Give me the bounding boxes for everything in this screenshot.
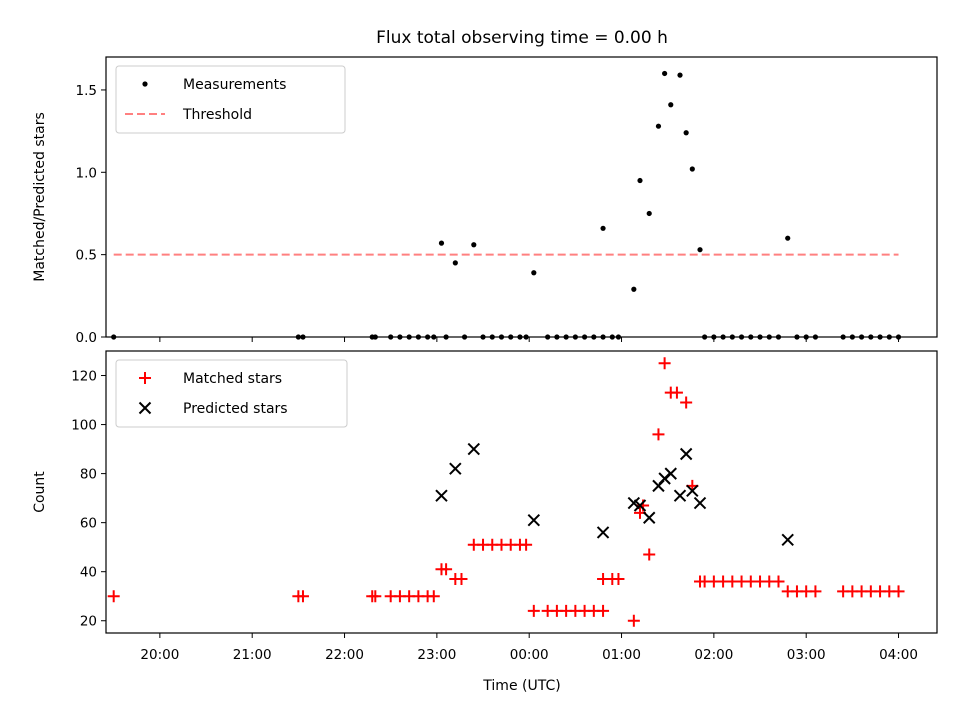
flux-ratio-panel: 0.0 0.5 1.0 1.5 Matched/Predicted stars Measu… [32, 56, 938, 346]
measurement-point [471, 242, 477, 248]
measurement-point [452, 260, 458, 266]
y-axis-label: Matched/Predicted stars [32, 112, 48, 282]
measurement-point [668, 102, 674, 108]
measurement-point [600, 225, 606, 231]
measurement-point [785, 235, 791, 241]
matched-star-point [670, 386, 683, 399]
matched-star-point [892, 585, 905, 598]
legend-box [115, 65, 346, 134]
legend-matched-marker [139, 372, 151, 384]
matched-star-point [809, 585, 822, 598]
x-tick-label: 04:00 [879, 647, 918, 663]
legend-measurement-marker [142, 81, 148, 87]
x-tick-label: 01:00 [602, 647, 641, 663]
matched-star-point [520, 538, 533, 551]
predicted-star-point [693, 496, 707, 510]
legend-predicted-marker [138, 401, 152, 415]
matched-star-point [369, 590, 382, 603]
legend: Measurements Threshold [115, 65, 346, 134]
x-axis-label: Time (UTC) [482, 678, 560, 694]
measurement-point [697, 247, 703, 253]
predicted-star-point [781, 533, 794, 547]
matched-star-point [772, 575, 785, 588]
matched-star-point [658, 357, 671, 370]
measurement-point [677, 72, 683, 78]
y-tick-label: 80 [80, 467, 97, 483]
matched-star-point [527, 604, 540, 617]
y-tick-label: 0.5 [76, 248, 97, 264]
y-tick-label: 1.5 [76, 83, 97, 99]
legend-label: Threshold [182, 107, 252, 123]
predicted-star-point [435, 489, 448, 502]
measurement-point [655, 123, 662, 129]
star-count-panel: 20 40 60 80 100 120 Count 20:00 21:00 22:00 23:00 0… [32, 350, 938, 663]
measurement-point [662, 70, 668, 77]
measurement-point [689, 166, 695, 172]
matched-star-point [627, 614, 640, 627]
predicted-star-point [633, 499, 647, 512]
measurement-point [646, 210, 652, 217]
legend: Matched stars Predicted stars [115, 359, 348, 428]
x-tick-label: 02:00 [694, 647, 733, 663]
predicted-star-point [467, 442, 481, 456]
predicted-star-point [664, 467, 677, 480]
predicted-star-point [643, 511, 656, 524]
x-tick-label: 03:00 [787, 647, 826, 663]
matched-star-point [107, 590, 120, 603]
measurement-point [438, 240, 445, 246]
y-tick-label: 60 [80, 516, 97, 532]
measurement-point [637, 177, 643, 184]
matched-star-point [427, 590, 440, 603]
y-tick-label: 20 [80, 614, 97, 630]
x-tick-label: 22:00 [325, 647, 364, 663]
y-axis-label: Count [32, 471, 48, 513]
measurement-point [531, 270, 537, 276]
matched-star-point [455, 573, 468, 586]
y-tick-label: 0.0 [76, 330, 97, 346]
chart-title: Flux total observing time = 0.00 h [376, 28, 668, 48]
y-tick-label: 40 [80, 565, 97, 581]
predicted-star-point [679, 447, 693, 461]
plot-frame [105, 350, 938, 634]
legend-box [115, 359, 348, 428]
predicted-star-point [596, 526, 610, 539]
matched-star-point [643, 548, 656, 561]
legend-label: Measurements [183, 77, 286, 93]
y-tick-label: 1.0 [76, 165, 97, 181]
x-tick-label: 00:00 [510, 647, 549, 663]
matched-star-point [680, 396, 693, 409]
measurement-point [631, 286, 637, 292]
predicted-star-point [527, 513, 541, 527]
matched-star-point [597, 604, 610, 617]
predicted-star-point [449, 462, 462, 475]
matched-star-point [296, 590, 309, 603]
predicted-star-point [673, 489, 687, 502]
legend-label: Matched stars [183, 371, 282, 387]
predicted-star-point [686, 484, 699, 497]
y-tick-label: 120 [71, 369, 97, 385]
matched-star-point [440, 563, 453, 576]
matched-star-point [652, 428, 665, 441]
matched-star-point [612, 573, 625, 586]
plot-frame [105, 56, 938, 338]
measurement-point [683, 130, 689, 136]
y-tick-label: 100 [71, 418, 97, 434]
legend-label: Predicted stars [183, 401, 288, 417]
x-tick-label: 21:00 [233, 647, 272, 663]
x-tick-label: 23:00 [417, 647, 456, 663]
x-tick-label: 20:00 [140, 647, 179, 663]
